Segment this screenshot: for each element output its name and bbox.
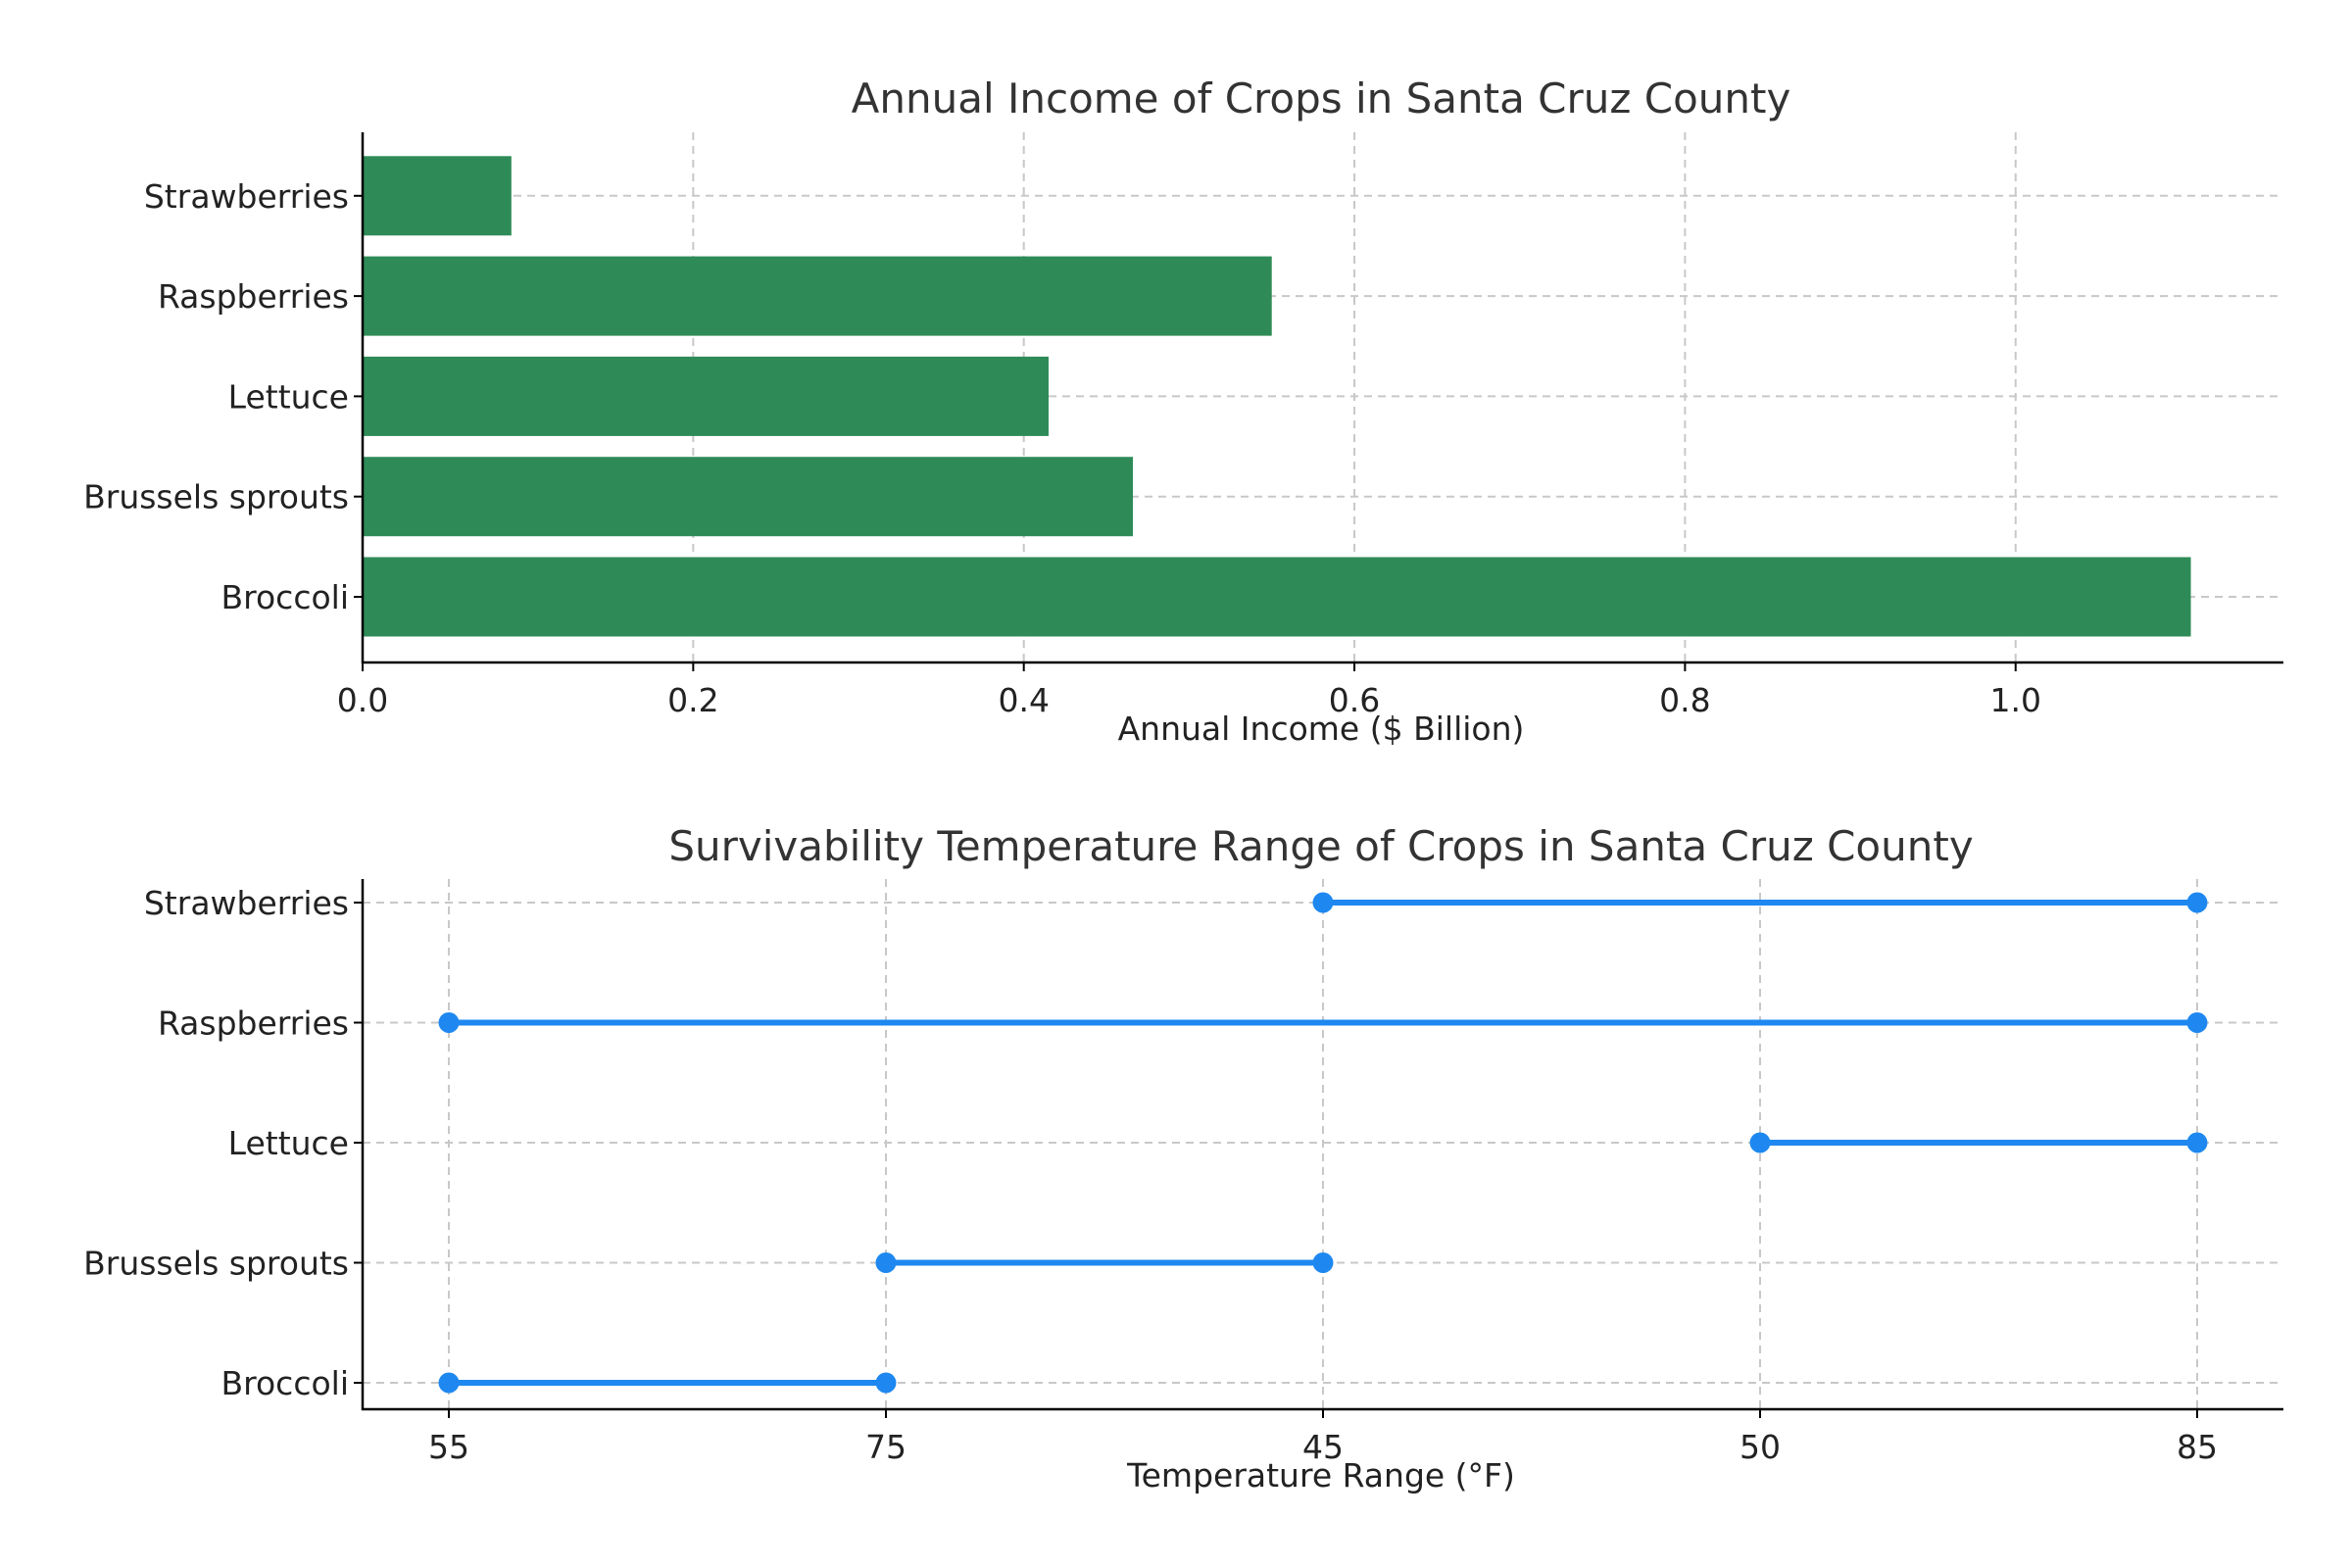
income-x-tick-labels: 0.0 0.2 0.4 0.6 0.8 1.0 [337, 681, 2041, 719]
range-high-point-brussels-sprouts [1312, 1252, 1334, 1273]
temperature-grid [363, 879, 2283, 1418]
income-y-tick-label: Lettuce [228, 377, 349, 416]
range-low-point-strawberries [1312, 892, 1334, 913]
income-y-tick-label: Raspberries [158, 277, 349, 316]
income-y-tick-label: Broccoli [221, 578, 350, 616]
bar-broccoli [363, 557, 2191, 637]
temperature-chart-title: Survivability Temperature Range of Crops… [668, 822, 1973, 870]
range-low-point-lettuce [1749, 1132, 1771, 1153]
range-low-point-raspberries [438, 1012, 460, 1033]
range-low-point-brussels-sprouts [875, 1252, 897, 1273]
income-bar-chart: Annual Income of Crops in Santa Cruz Cou… [83, 74, 2283, 748]
temperature-x-tick-label: 75 [865, 1428, 906, 1466]
bar-brussels-sprouts [363, 457, 1134, 537]
income-x-tick-label: 1.0 [1990, 681, 2041, 719]
temperature-x-tick-label: 50 [1740, 1428, 1781, 1466]
bar-strawberries [363, 156, 512, 236]
temperature-x-tick-label: 45 [1302, 1428, 1344, 1466]
income-y-tick-labels: Broccoli Brussels sprouts Lettuce Raspberri… [83, 177, 363, 616]
temperature-x-tick-label: 55 [428, 1428, 469, 1466]
income-x-tick-label: 0.4 [998, 681, 1049, 719]
temperature-range-chart: Survivability Temperature Range of Crops… [83, 822, 2283, 1494]
income-x-tick-label: 0.0 [337, 681, 388, 719]
temperature-y-tick-label: Brussels sprouts [83, 1245, 349, 1283]
temperature-x-tick-label: 85 [2177, 1428, 2218, 1466]
range-high-point-lettuce [2186, 1132, 2208, 1153]
income-x-tick-label: 0.2 [667, 681, 718, 719]
bar-raspberries [363, 256, 1272, 336]
temperature-y-tick-label: Broccoli [221, 1364, 350, 1402]
temperature-y-tick-label: Lettuce [228, 1124, 349, 1162]
income-bars [363, 156, 2191, 637]
temperature-y-tick-label: Strawberries [144, 884, 349, 922]
range-high-point-strawberries [2186, 892, 2208, 913]
range-low-point-broccoli [438, 1372, 460, 1394]
range-high-point-raspberries [2186, 1012, 2208, 1033]
temperature-y-tick-labels: Broccoli Brussels sprouts Lettuce Raspberri… [83, 884, 363, 1402]
income-chart-title: Annual Income of Crops in Santa Cruz Cou… [852, 74, 1791, 122]
income-y-tick-label: Strawberries [144, 177, 349, 216]
income-x-axis-label: Annual Income ($ Billion) [1118, 710, 1525, 748]
range-high-point-broccoli [875, 1372, 897, 1394]
bar-lettuce [363, 356, 1049, 436]
income-y-tick-label: Brussels sprouts [83, 478, 349, 516]
temperature-ranges [438, 892, 2208, 1394]
income-x-tick-label: 0.6 [1329, 681, 1380, 719]
temperature-x-axis-label: Temperature Range (°F) [1126, 1456, 1515, 1494]
income-x-tick-label: 0.8 [1659, 681, 1710, 719]
temperature-x-tick-labels: 55 75 45 50 85 [428, 1428, 2218, 1466]
temperature-y-tick-label: Raspberries [158, 1004, 349, 1043]
